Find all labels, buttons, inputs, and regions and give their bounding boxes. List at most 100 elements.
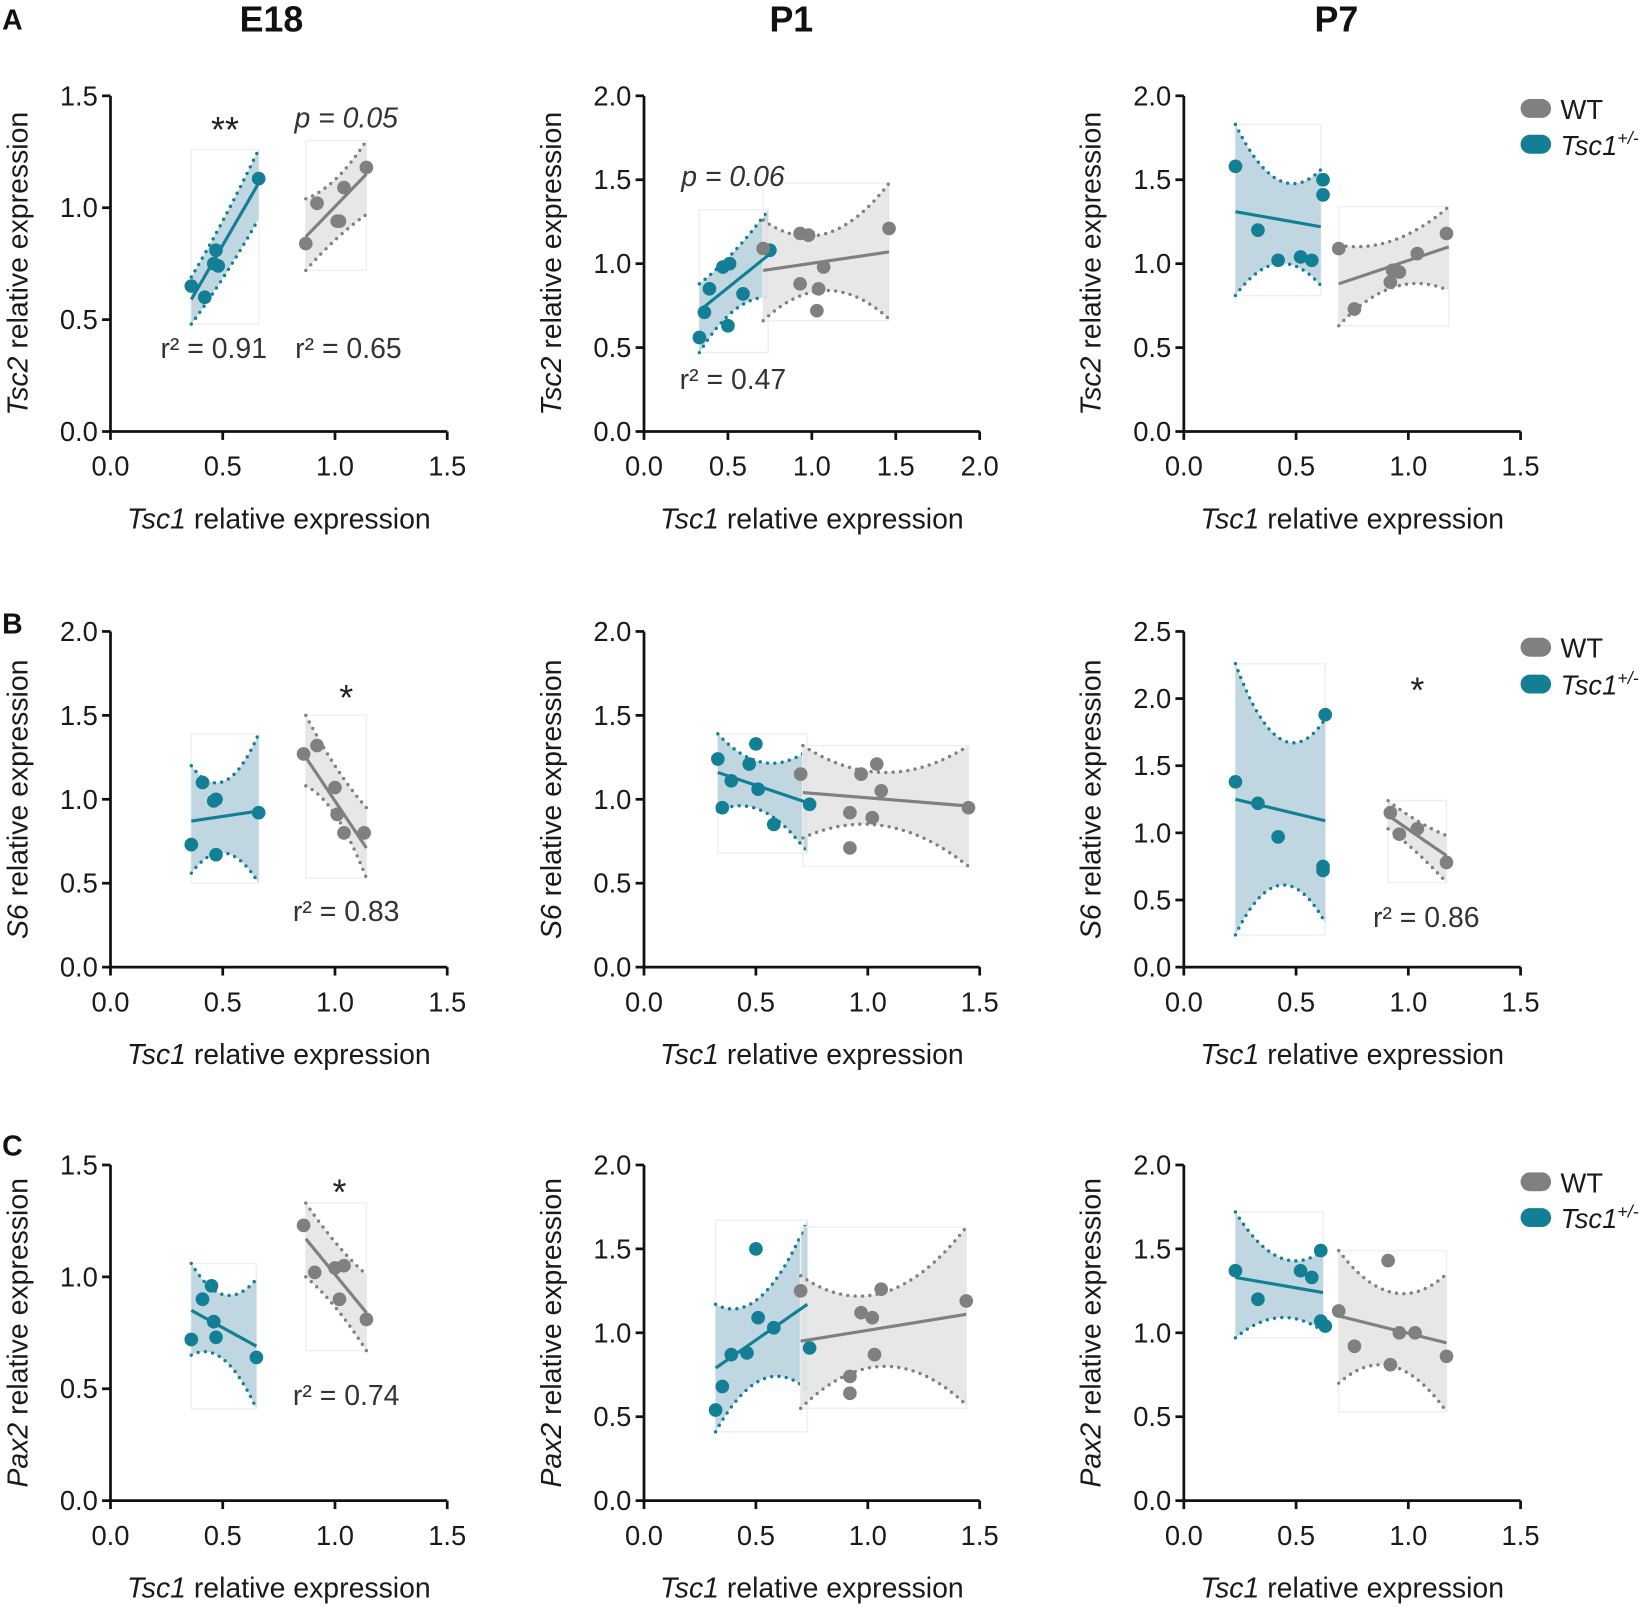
x-tick-label: 0.5 xyxy=(204,451,242,482)
tsc1-data-point xyxy=(249,1350,264,1365)
scatter-panel-b-p7: 0.0 0.5 1.0 1.5 2.0 2.5 0.0 0.5 1.0 1.5 Tsc1 relat… xyxy=(1076,616,1540,1071)
tsc1-data-point xyxy=(766,1320,781,1335)
x-tick-label: 0.0 xyxy=(625,451,663,482)
y-tick-label: 0.5 xyxy=(60,1373,98,1404)
y-axis-title: S6 relative expression xyxy=(536,660,568,939)
tsc1-data-point xyxy=(195,775,210,790)
y-tick-label: 1.5 xyxy=(1133,164,1171,195)
r-squared-label: r² = 0.74 xyxy=(293,1380,400,1412)
tsc1-data-point xyxy=(1316,188,1330,202)
tsc1-confidence-band xyxy=(191,149,259,325)
wt-data-point xyxy=(811,282,826,296)
x-tick-label: 0.5 xyxy=(204,1520,242,1551)
wt-data-point xyxy=(298,236,313,251)
y-tick-label: 0.0 xyxy=(60,416,98,447)
x-axis-title: Tsc1 relative expression xyxy=(1200,503,1504,535)
legend-genotype-superscript: +/- xyxy=(1617,128,1638,148)
y-tick-label: 1.0 xyxy=(1133,248,1171,279)
x-axis-gene: Tsc1 xyxy=(660,503,719,535)
wt-ci-lower xyxy=(798,1364,968,1411)
x-axis-title: Tsc1 relative expression xyxy=(127,1572,431,1604)
legend-gene: Tsc1 xyxy=(1561,670,1618,701)
tsc1-data-point xyxy=(184,279,199,293)
x-axis-suffix: relative expression xyxy=(186,503,431,535)
tsc1-data-point xyxy=(708,1403,723,1417)
y-tick-label: 0.0 xyxy=(1133,952,1171,983)
wt-regression-line xyxy=(304,756,368,849)
x-tick-label: 1.0 xyxy=(849,1520,887,1551)
tsc1-data-point xyxy=(724,1347,739,1362)
tsc1-data-point xyxy=(721,318,735,333)
x-axis-suffix: relative expression xyxy=(186,1572,431,1604)
column-heading-e18: E18 xyxy=(240,0,304,40)
x-tick-label: 1.0 xyxy=(316,1520,354,1551)
y-tick-label: 1.0 xyxy=(1133,817,1171,848)
wt-data-point xyxy=(843,805,857,820)
wt-data-point xyxy=(1392,827,1407,842)
x-tick-label: 1.5 xyxy=(877,451,915,482)
x-axis-suffix: relative expression xyxy=(1259,503,1504,535)
x-tick-label: 0.5 xyxy=(1277,451,1315,482)
tsc1-confidence-band xyxy=(191,1263,257,1409)
tsc1-data-point xyxy=(206,1314,221,1329)
scatter-panel-c-p1: 0.0 0.5 1.0 1.5 2.0 0.0 0.5 1.0 1.5 Tsc1 relative… xyxy=(536,1149,999,1604)
tsc1-data-point xyxy=(1228,159,1243,174)
wt-data-point xyxy=(793,1284,808,1298)
x-axis-suffix: relative expression xyxy=(1259,1039,1504,1071)
x-tick-label: 1.0 xyxy=(1389,1520,1427,1551)
y-tick-label: 2.0 xyxy=(1133,683,1171,714)
y-axis-title: Pax2 relative expression xyxy=(536,1178,568,1487)
panel-letter-b: B xyxy=(2,609,23,641)
wt-confidence-band xyxy=(800,1227,967,1409)
wt-data-point xyxy=(961,800,976,815)
y-tick-label: 2.0 xyxy=(1133,80,1171,111)
tsc1-data-point xyxy=(1271,830,1285,844)
y-tick-label: 1.5 xyxy=(593,1233,631,1264)
x-tick-label: 0.0 xyxy=(1165,451,1203,482)
x-axis-gene: Tsc1 xyxy=(660,1572,719,1604)
y-tick-label: 1.5 xyxy=(1133,1233,1171,1264)
x-tick-label: 1.5 xyxy=(428,451,466,482)
x-tick-label: 1.5 xyxy=(1502,986,1540,1017)
wt-data-point xyxy=(332,214,347,228)
wt-data-point xyxy=(307,1265,322,1280)
panel-letter-a: A xyxy=(2,5,23,37)
tsc1-data-point xyxy=(802,1341,817,1355)
wt-data-point xyxy=(843,1369,857,1384)
x-axis-suffix: relative expression xyxy=(1259,1572,1504,1604)
wt-data-point xyxy=(1439,855,1454,870)
x-axis-suffix: relative expression xyxy=(719,1039,964,1071)
x-axis-suffix: relative expression xyxy=(719,1572,964,1604)
tsc1-data-point xyxy=(740,1346,754,1360)
y-tick-label: 0.0 xyxy=(60,952,98,983)
tsc1-data-point xyxy=(184,837,199,852)
wt-data-point xyxy=(1347,302,1362,316)
legend-genotype-superscript: +/- xyxy=(1617,1202,1638,1222)
wt-data-point xyxy=(854,767,868,781)
wt-data-point xyxy=(1439,226,1454,241)
significance-marker: * xyxy=(339,678,353,718)
tsc1-data-point xyxy=(204,1278,219,1293)
tsc1-ci-bounds xyxy=(190,148,260,325)
legend-swatch-tsc1 xyxy=(1520,134,1552,154)
tsc1-confidence-band xyxy=(1235,1211,1324,1338)
x-tick-label: 1.5 xyxy=(428,986,466,1017)
wt-data-point xyxy=(328,780,342,795)
y-axis-suffix: relative expression xyxy=(536,660,568,905)
y-axis-gene: Tsc2 xyxy=(536,356,568,415)
y-axis-gene: Pax2 xyxy=(1076,1423,1108,1488)
x-tick-label: 0.5 xyxy=(1277,986,1315,1017)
x-axis-title: Tsc1 relative expression xyxy=(127,503,431,535)
legend-label-tsc1: Tsc1+/- xyxy=(1561,1202,1639,1235)
tsc1-data-point xyxy=(711,752,725,766)
wt-regression-line xyxy=(802,791,969,808)
tsc1-ci-lower xyxy=(189,217,261,326)
x-axis-title: Tsc1 relative expression xyxy=(660,1572,964,1604)
y-axis-gene: S6 xyxy=(1076,904,1108,939)
wt-data-point xyxy=(1383,805,1398,820)
wt-ci-upper xyxy=(304,1201,369,1277)
tsc1-data-point xyxy=(211,259,226,273)
x-axis-gene: Tsc1 xyxy=(127,1572,186,1604)
x-axis-gene: Tsc1 xyxy=(1200,503,1259,535)
